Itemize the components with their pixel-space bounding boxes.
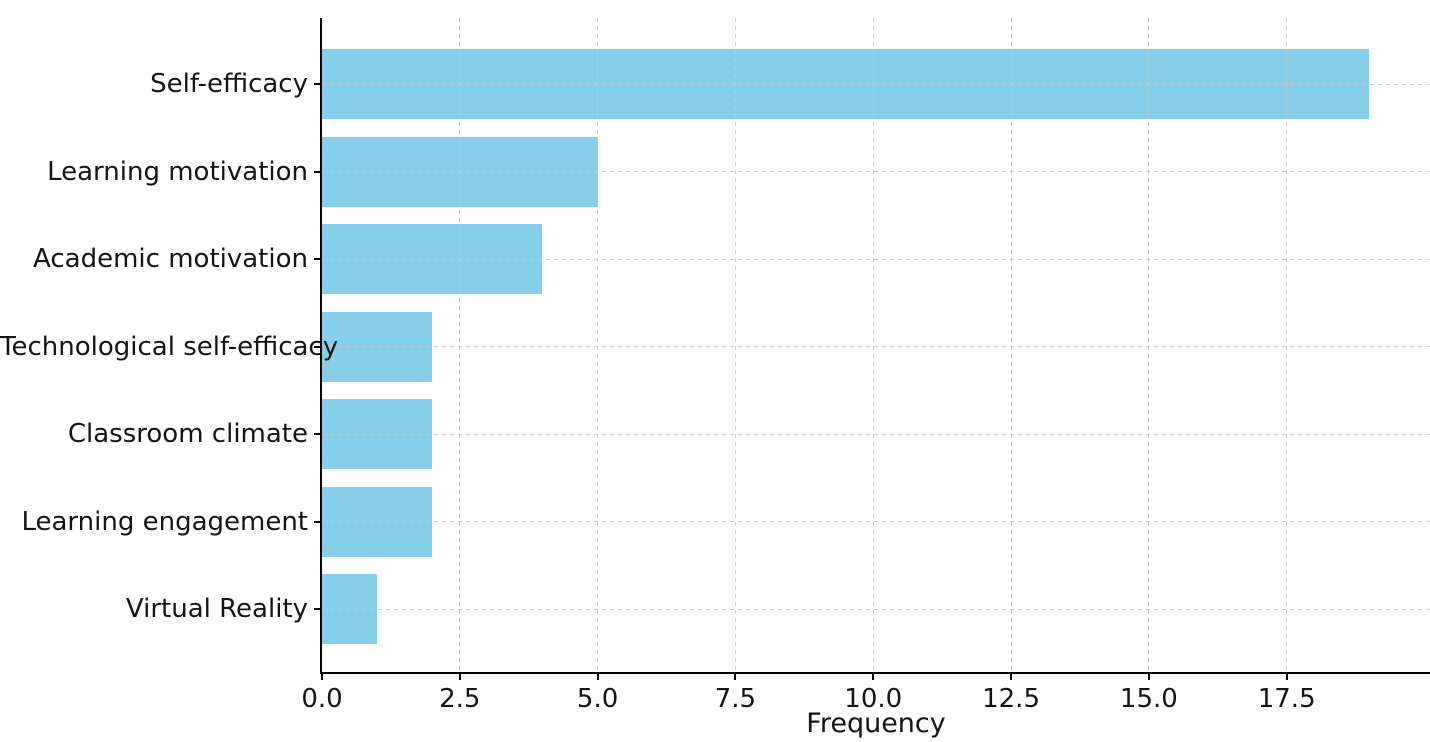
- x-tick: [734, 672, 737, 680]
- y-gridline: [322, 171, 1430, 172]
- x-tick: [872, 672, 875, 680]
- x-tick-label: 5.0: [576, 684, 619, 714]
- x-axis-title: Frequency: [806, 708, 946, 739]
- y-tick: [314, 433, 322, 435]
- x-tick-label: 2.5: [439, 684, 481, 714]
- x-tick: [1010, 672, 1013, 680]
- x-tick: [596, 672, 599, 680]
- y-tick-label: Classroom climate: [67, 419, 308, 449]
- x-tick-label: 10.0: [844, 684, 903, 714]
- y-tick: [314, 345, 322, 348]
- y-tick: [314, 520, 322, 523]
- y-gridline: [322, 608, 1430, 610]
- y-gridline: [322, 258, 1430, 260]
- x-tick: [1147, 672, 1150, 680]
- x-gridline: [597, 18, 599, 672]
- y-tick: [314, 170, 322, 173]
- y-tick-label: Technological self-efficacy: [0, 331, 339, 362]
- y-gridline: [322, 346, 1430, 347]
- y-tick-label: Virtual Reality: [125, 594, 308, 624]
- x-gridline: [1148, 18, 1150, 672]
- y-tick-label: Learning motivation: [47, 156, 308, 187]
- x-tick-label: 17.5: [1257, 684, 1316, 714]
- y-tick: [314, 83, 322, 85]
- x-axis-spine: [320, 672, 1430, 674]
- y-tick-label: Learning engagement: [21, 506, 308, 537]
- x-tick: [458, 672, 461, 680]
- y-tick-label: Academic motivation: [33, 244, 308, 274]
- y-gridline: [322, 433, 1430, 435]
- y-gridline: [322, 83, 1430, 85]
- x-gridline: [734, 18, 736, 672]
- x-gridline: [1010, 18, 1012, 672]
- x-gridline: [1286, 18, 1288, 672]
- y-tick: [314, 258, 322, 260]
- x-tick-label: 7.5: [714, 684, 757, 714]
- y-gridline: [322, 521, 1430, 522]
- x-tick-label: 15.0: [1119, 684, 1178, 714]
- x-tick: [321, 672, 323, 680]
- x-tick: [1285, 672, 1288, 680]
- x-gridline: [459, 18, 461, 672]
- y-tick-label: Self-efficacy: [150, 69, 308, 99]
- y-tick: [314, 608, 322, 610]
- x-gridline: [872, 18, 874, 672]
- y-axis-spine: [320, 18, 322, 674]
- x-tick-label: 12.5: [982, 684, 1040, 714]
- x-tick-label: 0.0: [301, 684, 343, 714]
